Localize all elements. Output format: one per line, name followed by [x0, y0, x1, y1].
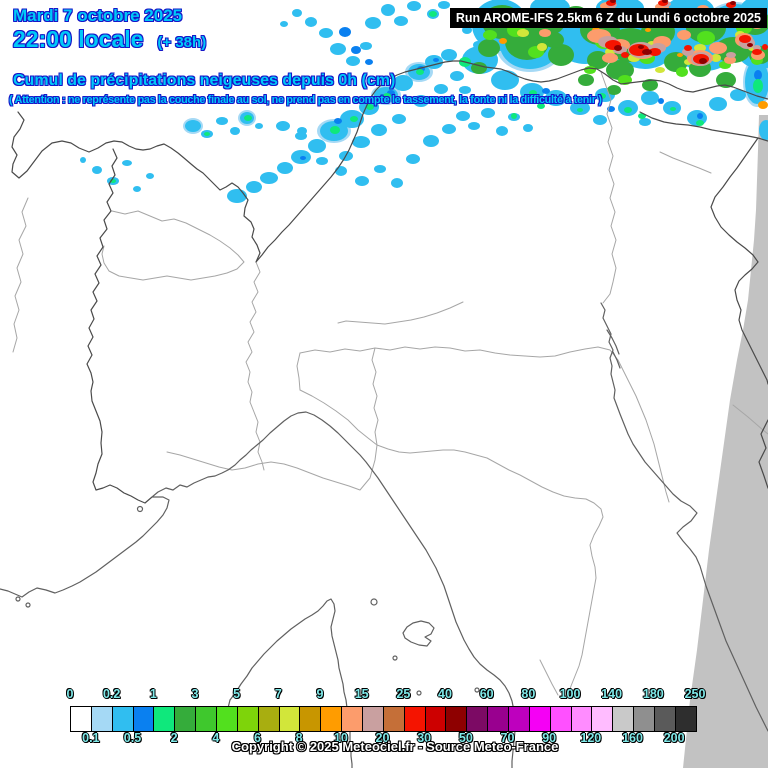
scale-cell-9-10 [321, 707, 343, 731]
scale-cell-40-50 [446, 707, 468, 731]
scale-cell-180-200 [655, 707, 676, 731]
scale-cell-120-140 [592, 707, 614, 731]
country-borders [11, 60, 768, 504]
scale-cell-100-120 [571, 707, 593, 731]
forecast-time: 22:00 locale (+ 38h) [13, 26, 206, 53]
scale-label-70: 70 [500, 731, 515, 745]
scale-label-50: 50 [458, 731, 473, 745]
scale-cell-140-160 [613, 707, 635, 731]
copyright-line: Copyright © 2025 Meteociel.fr - Source M… [231, 739, 559, 754]
scale-label-40: 40 [438, 687, 452, 701]
scale-cell-15-20 [363, 707, 384, 731]
scale-label-90: 90 [542, 731, 557, 745]
scale-cell-1-2 [154, 707, 176, 731]
scale-label-0.5: 0.5 [123, 731, 142, 745]
scale-cell-6-7 [258, 707, 280, 731]
scale-cell-30-40 [425, 707, 447, 731]
scale-label-25: 25 [396, 687, 411, 701]
scale-label-0: 0 [66, 687, 74, 701]
scale-cell-7-8 [279, 707, 301, 731]
scale-label-8: 8 [295, 731, 303, 745]
scale-cell-10-15 [342, 707, 364, 731]
scale-label-160: 160 [622, 731, 643, 745]
scale-cell-4-5 [217, 707, 238, 731]
scale-cell-0.2-0.5 [112, 707, 134, 731]
scale-label-180: 180 [642, 687, 664, 701]
scale-cell-160-180 [634, 707, 656, 731]
scale-cell-200-250 [675, 707, 696, 731]
scale-label-9: 9 [316, 687, 324, 701]
precip-layer-orange [499, 27, 768, 109]
scale-label-1: 1 [149, 687, 157, 701]
scale-cell-0.1-0.2 [91, 707, 113, 731]
precip-layer-darkred [610, 0, 753, 64]
map-title: Cumul de précipitations neigeuses depuis… [13, 72, 396, 89]
region-borders [12, 71, 768, 696]
forecast-date: Mardi 7 octobre 2025 [13, 6, 183, 25]
scale-label-140: 140 [601, 687, 623, 701]
scale-cell-20-25 [383, 707, 405, 731]
scale-label-2: 2 [170, 731, 178, 745]
scale-label-200: 200 [663, 731, 685, 745]
scale-cell-90-100 [550, 707, 572, 731]
scale-label-80: 80 [521, 687, 536, 701]
scale-cell-70-80 [509, 707, 530, 731]
scale-label-0.2: 0.2 [102, 687, 121, 701]
scale-label-0.1: 0.1 [82, 731, 100, 745]
scale-cell-5-6 [237, 707, 259, 731]
precip-layer-springgreen [110, 11, 763, 183]
scale-label-5: 5 [233, 687, 241, 701]
scale-cell-8-9 [300, 707, 322, 731]
scale-cell-60-70 [488, 707, 510, 731]
scale-cell-80-90 [529, 707, 551, 731]
warning-note: ( Attention : ne représente pas la couch… [9, 94, 602, 106]
scale-label-60: 60 [479, 687, 494, 701]
scale-label-7: 7 [274, 687, 282, 701]
forecast-offset: (+ 38h) [157, 34, 207, 51]
scale-cell-25-30 [404, 707, 426, 731]
scale-label-250: 250 [684, 687, 706, 701]
scale-cell-0.5-1 [133, 707, 155, 731]
scale-cell-3-4 [196, 707, 218, 731]
forecast-time-value: 22:00 locale [13, 26, 144, 52]
scale-cell-2-3 [175, 707, 197, 731]
scale-label-3: 3 [191, 687, 199, 701]
scale-label-10: 10 [333, 731, 348, 745]
scale-label-100: 100 [559, 687, 581, 701]
scale-label-4: 4 [212, 731, 220, 745]
scale-label-20: 20 [375, 731, 390, 745]
domain-edge-mask [683, 115, 768, 768]
model-run-info: Run AROME-IFS 2.5km 6 Z du Lundi 6 octob… [449, 8, 767, 28]
scale-label-30: 30 [417, 731, 432, 745]
scale-label-15: 15 [354, 687, 369, 701]
scale-label-120: 120 [580, 731, 602, 745]
scale-cell-0-0.1 [71, 707, 92, 731]
scale-cell-50-60 [467, 707, 489, 731]
precipitation-color-scale [70, 706, 697, 732]
scale-label-6: 6 [254, 731, 261, 745]
